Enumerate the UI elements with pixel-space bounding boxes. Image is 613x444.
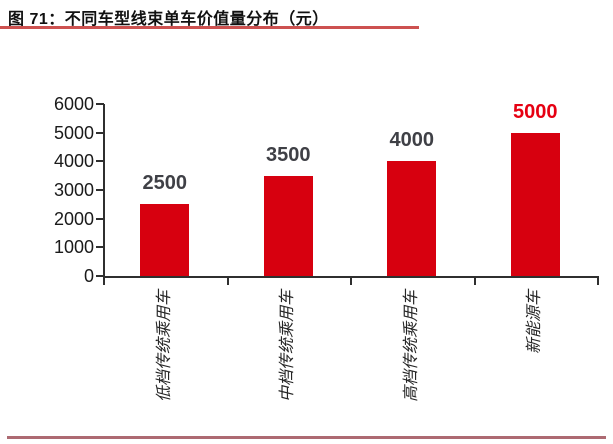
y-tick-mark [96, 189, 104, 191]
y-tick-label: 0 [83, 266, 94, 286]
y-tick-mark [96, 246, 104, 249]
y-tick-mark [96, 275, 104, 277]
y-tick-label: 6000 [53, 94, 94, 114]
x-tick-mark [226, 278, 229, 285]
y-tick-label: 1000 [53, 237, 94, 258]
bar-value-label: 3500 [266, 143, 311, 166]
x-category-label: 中档传统乘用车 [279, 290, 297, 403]
y-tick-mark [96, 160, 104, 163]
y-axis-line [103, 104, 105, 278]
y-tick-mark [96, 217, 104, 220]
bar-value-label: 2500 [142, 172, 188, 195]
bar [140, 204, 190, 276]
y-tick-label: 4000 [53, 151, 94, 172]
y-tick-label: 5000 [53, 122, 94, 143]
bar [387, 161, 437, 276]
x-tick-mark [597, 278, 599, 285]
x-category-label: 新能源车 [526, 290, 544, 355]
bar [263, 175, 313, 276]
title-underline [0, 26, 419, 29]
x-category-label: 低档传统乘用车 [155, 290, 173, 403]
y-tick-mark [96, 103, 104, 105]
y-tick-label: 2000 [53, 208, 94, 229]
y-tick-label: 3000 [53, 180, 94, 200]
x-tick-mark [103, 278, 105, 285]
y-tick-mark [96, 131, 104, 134]
x-tick-mark [473, 278, 476, 285]
x-axis-line [103, 276, 599, 278]
bar-value-label: 4000 [389, 129, 435, 152]
figure-title: 图 71：不同车型线束单车价值量分布（元） [8, 11, 329, 28]
bar-value-label: 5000 [513, 100, 558, 123]
x-tick-mark [350, 278, 352, 285]
x-category-label: 高档传统乘用车 [402, 290, 420, 403]
footer-rule [7, 436, 606, 439]
bar [510, 132, 560, 276]
